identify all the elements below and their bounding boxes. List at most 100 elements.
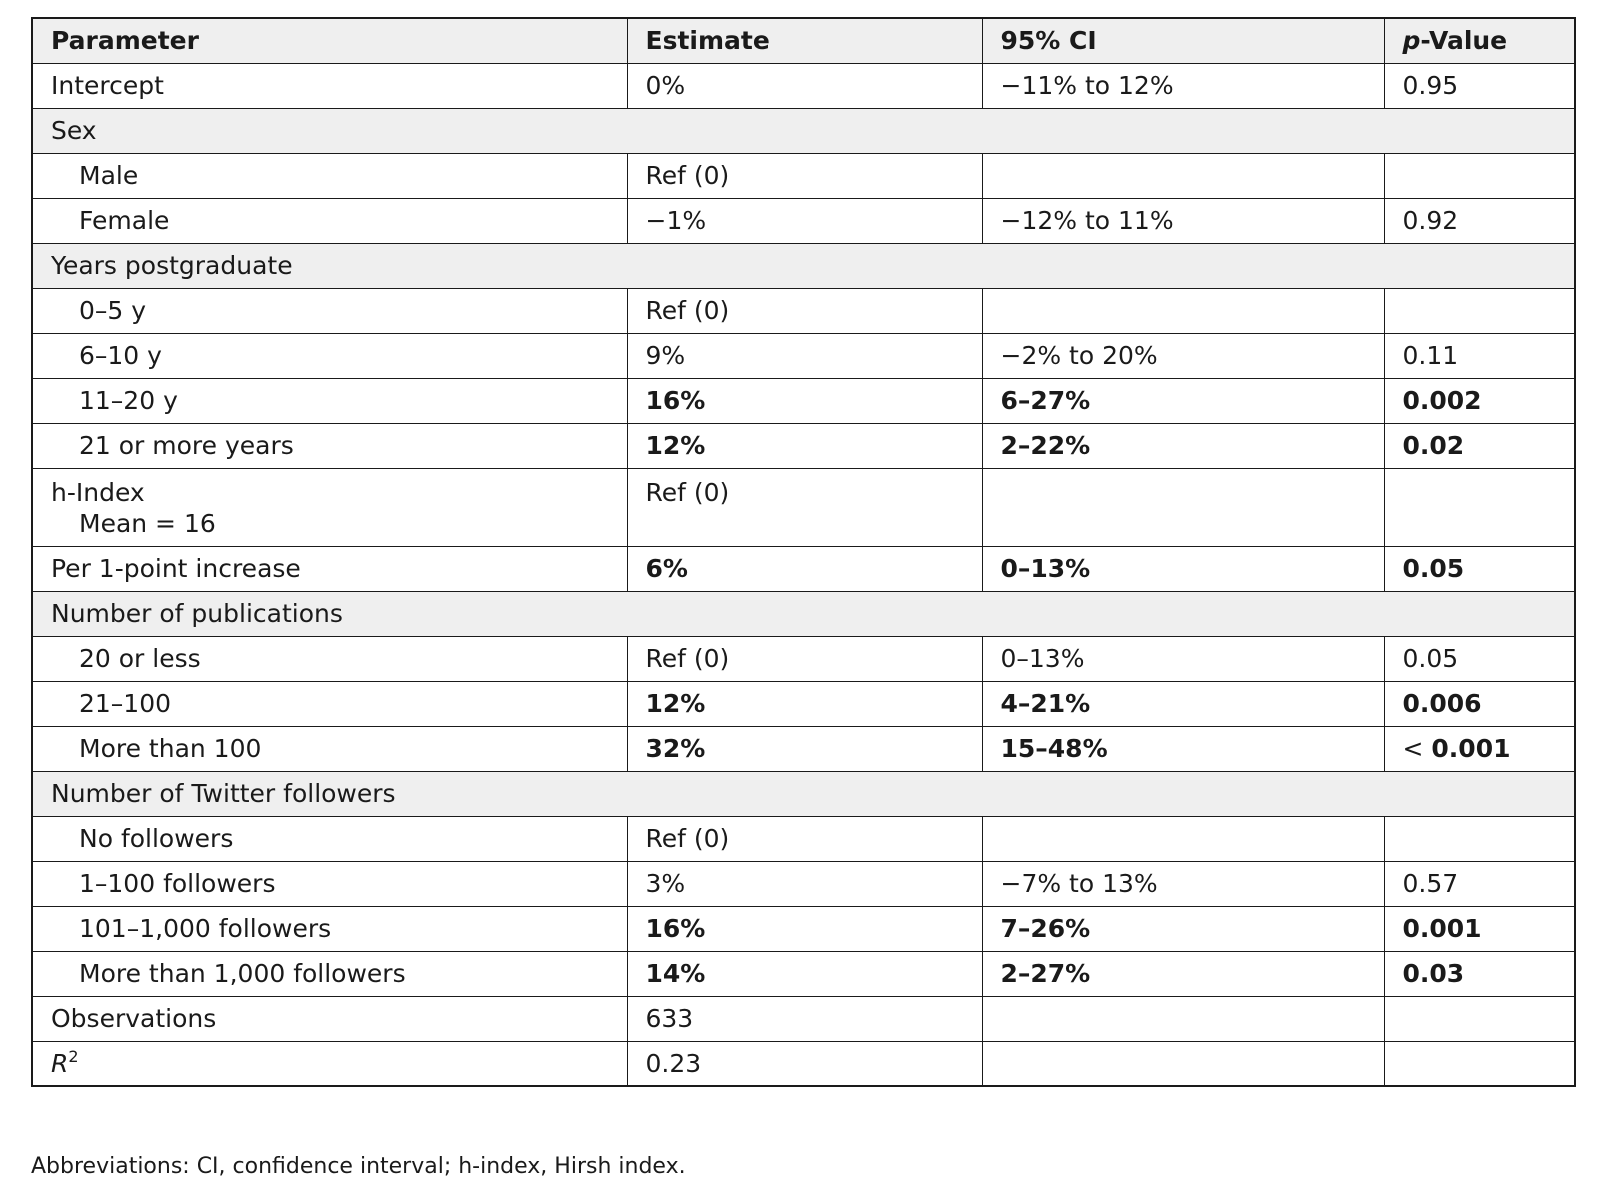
cell-parameter: Intercept xyxy=(31,62,628,109)
cell-ci: 0–13% xyxy=(981,545,1385,592)
cell-estimate: 12% xyxy=(626,680,983,727)
cell-parameter: Per 1-point increase xyxy=(31,545,628,592)
cell-estimate: Ref (0) xyxy=(626,152,983,199)
header-p-value: p-Value xyxy=(1383,17,1576,64)
table-row-21-plus-years: 21 or more years 12% 2–22% 0.02 xyxy=(31,422,1576,469)
cell-parameter: Male xyxy=(31,152,628,199)
cell-parameter: Female xyxy=(31,197,628,244)
table-row-observations: Observations 633 xyxy=(31,995,1576,1042)
r-superscript: 2 xyxy=(68,1046,79,1066)
cell-ci: 2–22% xyxy=(981,422,1385,469)
h-index-label: h-Index xyxy=(51,477,145,507)
group-label: Sex xyxy=(31,107,1576,154)
cell-p-value: 0.57 xyxy=(1383,860,1576,907)
cell-ci: 4–21% xyxy=(981,680,1385,727)
table-row-101-1000-followers: 101–1,000 followers 16% 7–26% 0.001 xyxy=(31,905,1576,952)
cell-estimate: 6% xyxy=(626,545,983,592)
cell-estimate: Ref (0) xyxy=(626,467,983,547)
header-p-rest: -Value xyxy=(1420,26,1508,56)
table-row-1000-plus-followers: More than 1,000 followers 14% 2–27% 0.03 xyxy=(31,950,1576,997)
cell-estimate: 16% xyxy=(626,905,983,952)
header-row: Parameter Estimate 95% CI p-Value xyxy=(31,17,1576,64)
cell-estimate: 9% xyxy=(626,332,983,379)
cell-estimate: 633 xyxy=(626,995,983,1042)
table-row-h-index: h-Index Mean = 16 Ref (0) xyxy=(31,467,1576,547)
cell-estimate: 16% xyxy=(626,377,983,424)
cell-parameter: R2 xyxy=(31,1040,628,1087)
cell-estimate: 32% xyxy=(626,725,983,772)
table-row-male: Male Ref (0) xyxy=(31,152,1576,199)
cell-parameter: No followers xyxy=(31,815,628,862)
cell-p-value: 0.05 xyxy=(1383,635,1576,682)
table-row-0-5y: 0–5 y Ref (0) xyxy=(31,287,1576,334)
cell-ci: −7% to 13% xyxy=(981,860,1385,907)
cell-ci xyxy=(981,467,1385,547)
p-value-text: 0.001 xyxy=(1431,734,1511,763)
cell-estimate: 14% xyxy=(626,950,983,997)
header-p-italic: p xyxy=(1402,26,1421,56)
group-row-twitter: Number of Twitter followers xyxy=(31,770,1576,817)
cell-ci: −2% to 20% xyxy=(981,332,1385,379)
cell-p-value xyxy=(1383,1040,1576,1087)
table-footnote: Abbreviations: CI, confidence interval; … xyxy=(31,1154,686,1179)
group-row-sex: Sex xyxy=(31,107,1576,154)
cell-ci xyxy=(981,287,1385,334)
cell-parameter: More than 100 xyxy=(31,725,628,772)
table-row-pub-more-than-100: More than 100 32% 15–48% < 0.001 xyxy=(31,725,1576,772)
p-less-than-sign: < xyxy=(1402,734,1432,763)
cell-estimate: Ref (0) xyxy=(626,287,983,334)
cell-p-value xyxy=(1383,152,1576,199)
cell-p-value xyxy=(1383,467,1576,547)
table-row-per-point: Per 1-point increase 6% 0–13% 0.05 xyxy=(31,545,1576,592)
cell-parameter: 0–5 y xyxy=(31,287,628,334)
cell-ci: −11% to 12% xyxy=(981,62,1385,109)
cell-estimate: −1% xyxy=(626,197,983,244)
cell-ci: 2–27% xyxy=(981,950,1385,997)
cell-p-value: 0.006 xyxy=(1383,680,1576,727)
cell-ci: 15–48% xyxy=(981,725,1385,772)
table-row-female: Female −1% −12% to 11% 0.92 xyxy=(31,197,1576,244)
table-row-r-squared: R2 0.23 xyxy=(31,1040,1576,1087)
cell-ci: 6–27% xyxy=(981,377,1385,424)
cell-p-value: 0.001 xyxy=(1383,905,1576,952)
cell-p-value: 0.02 xyxy=(1383,422,1576,469)
r-symbol: R xyxy=(51,1048,69,1078)
cell-ci xyxy=(981,815,1385,862)
table-row-pub-21-100: 21–100 12% 4–21% 0.006 xyxy=(31,680,1576,727)
cell-p-value xyxy=(1383,995,1576,1042)
cell-parameter: 21–100 xyxy=(31,680,628,727)
cell-estimate: Ref (0) xyxy=(626,815,983,862)
table-row-pub-20-or-less: 20 or less Ref (0) 0–13% 0.05 xyxy=(31,635,1576,682)
group-label: Years postgraduate xyxy=(31,242,1576,289)
cell-ci: 0–13% xyxy=(981,635,1385,682)
cell-ci xyxy=(981,1040,1385,1087)
cell-p-value xyxy=(1383,287,1576,334)
cell-estimate: 12% xyxy=(626,422,983,469)
cell-p-value: 0.92 xyxy=(1383,197,1576,244)
header-estimate: Estimate xyxy=(626,17,983,64)
table-row-6-10y: 6–10 y 9% −2% to 20% 0.11 xyxy=(31,332,1576,379)
table-row-intercept: Intercept 0% −11% to 12% 0.95 xyxy=(31,62,1576,109)
table-row-11-20y: 11–20 y 16% 6–27% 0.002 xyxy=(31,377,1576,424)
cell-parameter: 1–100 followers xyxy=(31,860,628,907)
cell-estimate: Ref (0) xyxy=(626,635,983,682)
cell-parameter: 6–10 y xyxy=(31,332,628,379)
group-row-publications: Number of publications xyxy=(31,590,1576,637)
cell-p-value: 0.95 xyxy=(1383,62,1576,109)
cell-ci xyxy=(981,995,1385,1042)
cell-parameter: 101–1,000 followers xyxy=(31,905,628,952)
cell-estimate: 0.23 xyxy=(626,1040,983,1087)
cell-parameter: 20 or less xyxy=(31,635,628,682)
table-row-1-100-followers: 1–100 followers 3% −7% to 13% 0.57 xyxy=(31,860,1576,907)
cell-p-value: 0.11 xyxy=(1383,332,1576,379)
header-parameter: Parameter xyxy=(31,17,628,64)
cell-ci: −12% to 11% xyxy=(981,197,1385,244)
h-index-mean: Mean = 16 xyxy=(79,508,216,538)
cell-p-value: 0.03 xyxy=(1383,950,1576,997)
cell-parameter: More than 1,000 followers xyxy=(31,950,628,997)
cell-ci: 7–26% xyxy=(981,905,1385,952)
cell-parameter: h-Index Mean = 16 xyxy=(31,467,628,547)
group-label: Number of Twitter followers xyxy=(31,770,1576,817)
cell-parameter: 21 or more years xyxy=(31,422,628,469)
cell-estimate: 3% xyxy=(626,860,983,907)
